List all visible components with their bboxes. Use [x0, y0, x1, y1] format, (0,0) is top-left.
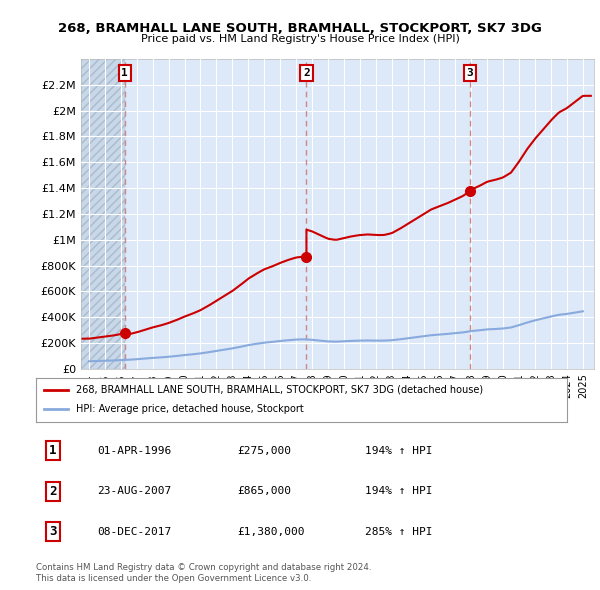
Text: 285% ↑ HPI: 285% ↑ HPI	[365, 527, 433, 537]
Text: £865,000: £865,000	[238, 486, 292, 496]
Text: 194% ↑ HPI: 194% ↑ HPI	[365, 486, 433, 496]
Text: 3: 3	[467, 68, 473, 78]
Text: £275,000: £275,000	[238, 445, 292, 455]
Text: £1,380,000: £1,380,000	[238, 527, 305, 537]
Text: 1: 1	[121, 68, 128, 78]
Text: HPI: Average price, detached house, Stockport: HPI: Average price, detached house, Stoc…	[76, 405, 304, 414]
Text: 2: 2	[49, 484, 57, 498]
Text: Price paid vs. HM Land Registry's House Price Index (HPI): Price paid vs. HM Land Registry's House …	[140, 34, 460, 44]
Text: 268, BRAMHALL LANE SOUTH, BRAMHALL, STOCKPORT, SK7 3DG (detached house): 268, BRAMHALL LANE SOUTH, BRAMHALL, STOC…	[76, 385, 483, 395]
Text: 01-APR-1996: 01-APR-1996	[97, 445, 172, 455]
Text: Contains HM Land Registry data © Crown copyright and database right 2024.
This d: Contains HM Land Registry data © Crown c…	[36, 563, 371, 583]
Text: 194% ↑ HPI: 194% ↑ HPI	[365, 445, 433, 455]
Text: 2: 2	[303, 68, 310, 78]
Text: 3: 3	[49, 525, 57, 538]
Text: 268, BRAMHALL LANE SOUTH, BRAMHALL, STOCKPORT, SK7 3DG: 268, BRAMHALL LANE SOUTH, BRAMHALL, STOC…	[58, 22, 542, 35]
Text: 23-AUG-2007: 23-AUG-2007	[97, 486, 172, 496]
Bar	[81, 59, 125, 369]
Text: 1: 1	[49, 444, 57, 457]
Text: 08-DEC-2017: 08-DEC-2017	[97, 527, 172, 537]
